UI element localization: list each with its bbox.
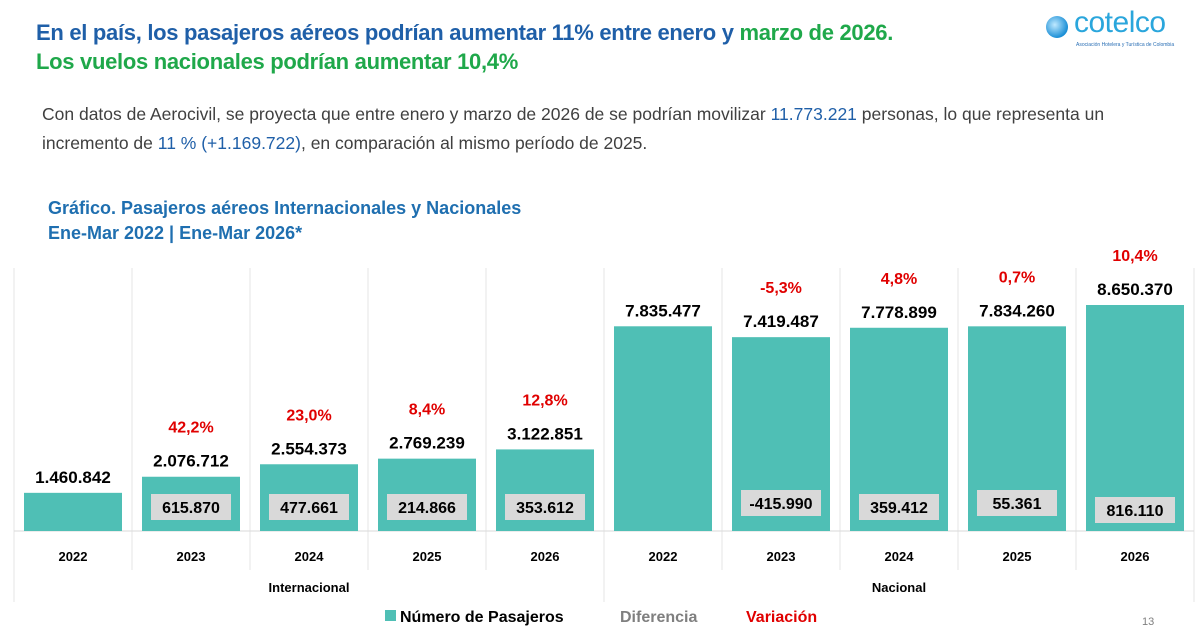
x-tick-label: 2026: [531, 549, 560, 564]
logo-subtitle: Asociación Hotelera y Turística de Colom…: [1076, 42, 1175, 48]
para-highlight-total: 11.773.221: [770, 104, 857, 124]
x-tick-label: 2024: [885, 549, 915, 564]
chart-title-line1: Gráfico. Pasajeros aéreos Internacionale…: [48, 198, 522, 218]
x-tick-label: 2022: [59, 549, 88, 564]
difference-label: 477.661: [280, 500, 338, 517]
legend-pasajeros: Número de Pasajeros: [400, 609, 564, 626]
chart-title: Gráfico. Pasajeros aéreos Internacionale…: [48, 196, 521, 246]
difference-label: 353.612: [516, 500, 574, 517]
para-text-1: Con datos de Aerocivil, se proyecta que …: [42, 104, 766, 124]
variation-label: 42,2%: [168, 420, 213, 437]
x-tick-label: 2026: [1121, 549, 1150, 564]
value-label: 7.778.899: [861, 303, 937, 322]
value-label: 7.834.260: [979, 301, 1055, 320]
x-tick-label: 2022: [649, 549, 678, 564]
bar-pasajeros: [614, 326, 712, 531]
difference-label: 359.412: [870, 500, 928, 517]
difference-box: [1095, 497, 1175, 523]
difference-box: [859, 494, 939, 520]
difference-label: -415.990: [749, 496, 812, 513]
variation-label: 12,8%: [522, 392, 567, 409]
legend-variacion: Variación: [746, 609, 817, 626]
difference-box: [269, 494, 349, 520]
value-label: 7.835.477: [625, 301, 701, 320]
headline: En el país, los pasajeros aéreos podrían…: [36, 18, 893, 76]
page-number: 13: [1142, 616, 1155, 628]
difference-box: [151, 494, 231, 520]
value-label: 2.076.712: [153, 452, 229, 471]
para-text-2: personas, lo que representa un increment…: [42, 104, 1105, 153]
value-label: 1.460.842: [35, 468, 111, 487]
bar-pasajeros: [1086, 305, 1184, 531]
difference-box: [741, 490, 821, 516]
difference-label: 55.361: [993, 496, 1042, 513]
difference-label: 615.870: [162, 500, 220, 517]
value-label: 7.419.487: [743, 312, 819, 331]
headline-line1-green: marzo de 2026.: [739, 20, 894, 45]
x-tick-label: 2025: [1003, 549, 1032, 564]
para-text-3: , en comparación al mismo período de 202…: [300, 133, 648, 153]
difference-label: 816.110: [1107, 503, 1164, 520]
x-tick-label: 2024: [295, 549, 325, 564]
variation-label: 0,7%: [999, 269, 1035, 286]
summary-paragraph: Con datos de Aerocivil, se proyecta que …: [42, 100, 1172, 158]
group-label: Nacional: [872, 580, 926, 595]
variation-label: 23,0%: [286, 407, 331, 424]
difference-box: [505, 494, 585, 520]
variation-label: -5,3%: [760, 280, 802, 297]
logo-text: cotelco: [1074, 6, 1166, 39]
headline-line1: En el país, los pasajeros aéreos podrían…: [36, 20, 734, 45]
chart-title-line2: Ene-Mar 2022 | Ene-Mar 2026*: [48, 223, 303, 243]
value-label: 8.650.370: [1097, 280, 1173, 299]
x-tick-label: 2023: [767, 549, 796, 564]
cotelco-logo: cotelco Asociación Hotelera y Turística …: [1046, 6, 1186, 50]
variation-label: 4,8%: [881, 271, 917, 288]
para-highlight-increase: 11 % (+1.169.722): [157, 133, 301, 153]
group-label: Internacional: [269, 580, 350, 595]
variation-label: 8,4%: [409, 402, 445, 419]
x-tick-label: 2025: [413, 549, 442, 564]
difference-box: [977, 490, 1057, 516]
difference-label: 214.866: [398, 500, 456, 517]
difference-box: [387, 494, 467, 520]
variation-label: 10,4%: [1112, 248, 1157, 265]
value-label: 2.769.239: [389, 434, 465, 453]
x-tick-label: 2023: [177, 549, 206, 564]
value-label: 2.554.373: [271, 439, 347, 458]
logo-icon: [1046, 16, 1068, 38]
legend-diferencia: Diferencia: [620, 609, 697, 626]
legend-swatch-pasajeros: [385, 610, 396, 621]
headline-line2: Los vuelos nacionales podrían aumentar 1…: [36, 49, 518, 74]
bar-pasajeros: [24, 492, 122, 531]
value-label: 3.122.851: [507, 424, 583, 443]
